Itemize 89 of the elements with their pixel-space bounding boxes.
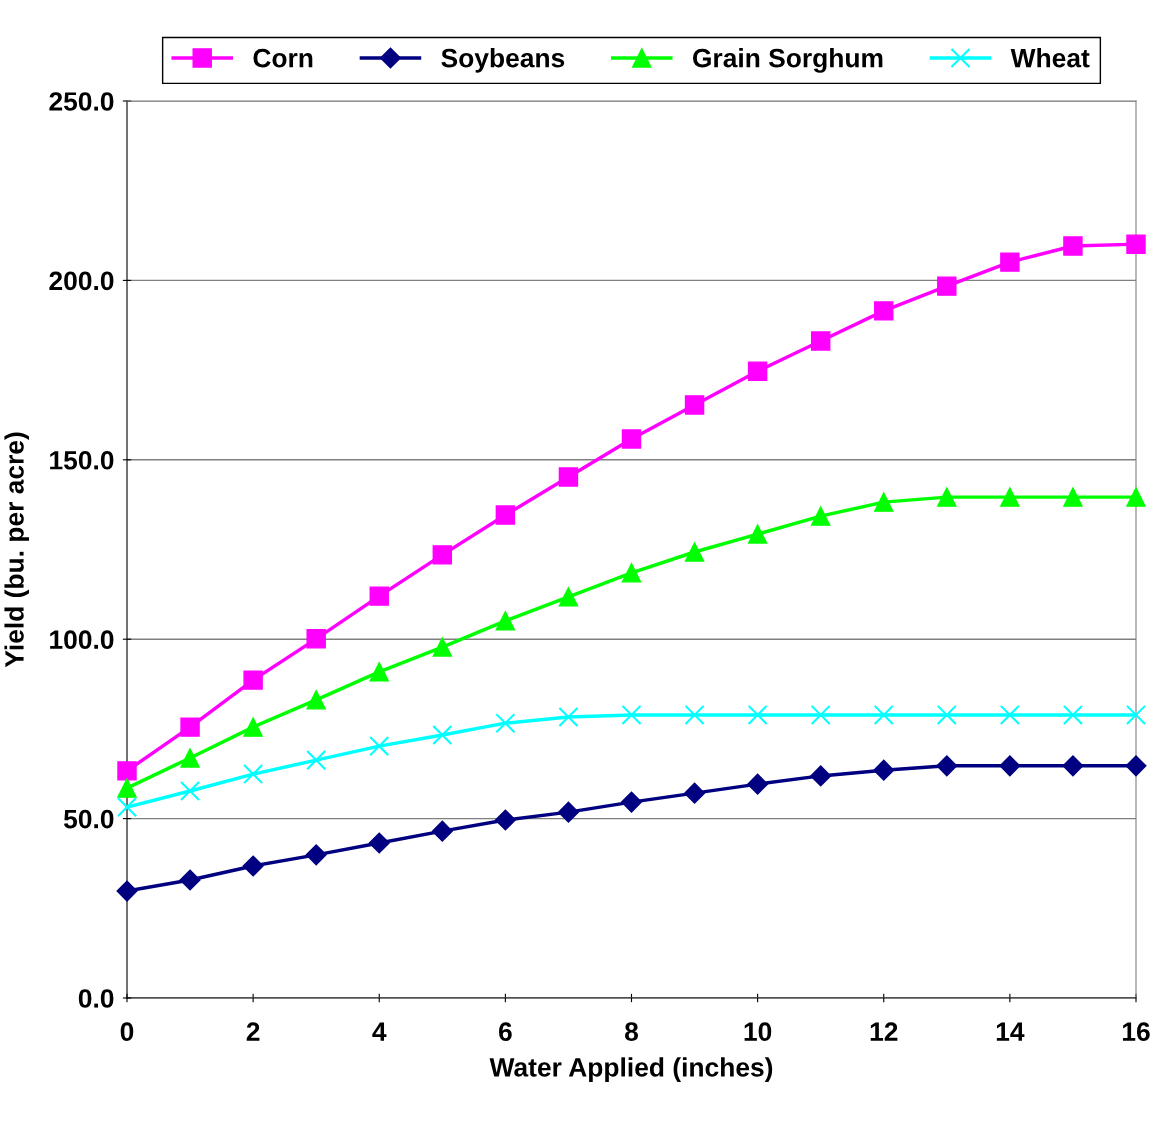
point [684, 782, 706, 804]
point [747, 704, 768, 725]
point [937, 276, 957, 296]
point [495, 611, 516, 631]
legend-label: Wheat [1010, 48, 1090, 68]
point [432, 724, 453, 746]
point [873, 704, 894, 725]
point [179, 780, 201, 802]
point [432, 545, 453, 565]
point [1062, 704, 1084, 725]
y-tick-label: 0.0 [78, 989, 114, 1008]
point [116, 797, 138, 818]
point [243, 717, 263, 737]
y-tick-label: 50.0 [63, 809, 114, 829]
point [1125, 704, 1147, 725]
x-axis-title: Water Applied (inches) [489, 1057, 773, 1082]
point [1125, 755, 1147, 777]
x-tick-label: 8 [625, 1022, 639, 1041]
point [874, 301, 894, 321]
y-tick-label: 100.0 [50, 630, 114, 650]
x-tick-label: 6 [499, 1022, 512, 1041]
point [495, 713, 516, 734]
point [558, 587, 579, 607]
y-axis-title: Yield (bu. per acre) [4, 432, 30, 668]
point [117, 778, 137, 798]
point [874, 492, 894, 512]
point [747, 524, 768, 544]
x-tick-label: 2 [246, 1022, 260, 1041]
point [180, 717, 200, 737]
x-tick-label: 0 [120, 1022, 134, 1041]
point [621, 429, 642, 449]
point [242, 855, 264, 877]
point [243, 670, 263, 690]
point [557, 801, 579, 823]
y-tick-label: 250.0 [49, 92, 114, 111]
point [558, 706, 579, 728]
point [1000, 252, 1020, 272]
point [873, 759, 895, 781]
legend-label: Soybeans [441, 48, 565, 73]
point [368, 832, 390, 854]
point [179, 869, 201, 891]
point [999, 755, 1021, 777]
point [747, 773, 769, 795]
point [431, 820, 453, 842]
point [1063, 487, 1083, 507]
x-tick-label: 12 [870, 1022, 898, 1041]
point [810, 506, 831, 526]
point [936, 755, 958, 777]
point [810, 704, 831, 725]
point [558, 467, 579, 487]
x-tick-label: 14 [996, 1022, 1025, 1041]
point [495, 505, 516, 525]
point [306, 750, 327, 771]
point [810, 331, 831, 351]
point [432, 637, 453, 657]
point [747, 361, 768, 381]
point [620, 791, 643, 813]
point [1126, 487, 1146, 507]
x-tick-label: 4 [372, 1022, 387, 1041]
point [1126, 234, 1146, 254]
point [621, 704, 642, 725]
point [1062, 755, 1084, 777]
point [117, 761, 137, 781]
point [180, 748, 200, 768]
point [1063, 236, 1083, 256]
x-tick-label: 16 [1122, 1022, 1150, 1041]
point [243, 764, 264, 785]
x-tick-label: 10 [744, 1022, 772, 1041]
point [369, 586, 389, 606]
point [494, 809, 516, 831]
point [936, 704, 957, 725]
legend-label: Corn [253, 48, 313, 68]
legend-label: Grain Sorghum [693, 48, 883, 73]
point [684, 542, 705, 562]
point [305, 844, 327, 866]
point [937, 487, 957, 507]
point [306, 629, 326, 649]
point [1000, 487, 1020, 507]
point [999, 704, 1020, 725]
point [810, 765, 832, 787]
point [116, 880, 138, 902]
point [306, 690, 326, 710]
point [684, 704, 705, 725]
y-tick-label: 150.0 [50, 450, 114, 470]
point [621, 563, 642, 583]
point [684, 395, 705, 415]
point [369, 662, 389, 682]
y-tick-label: 200.0 [49, 271, 114, 291]
point [369, 736, 390, 757]
